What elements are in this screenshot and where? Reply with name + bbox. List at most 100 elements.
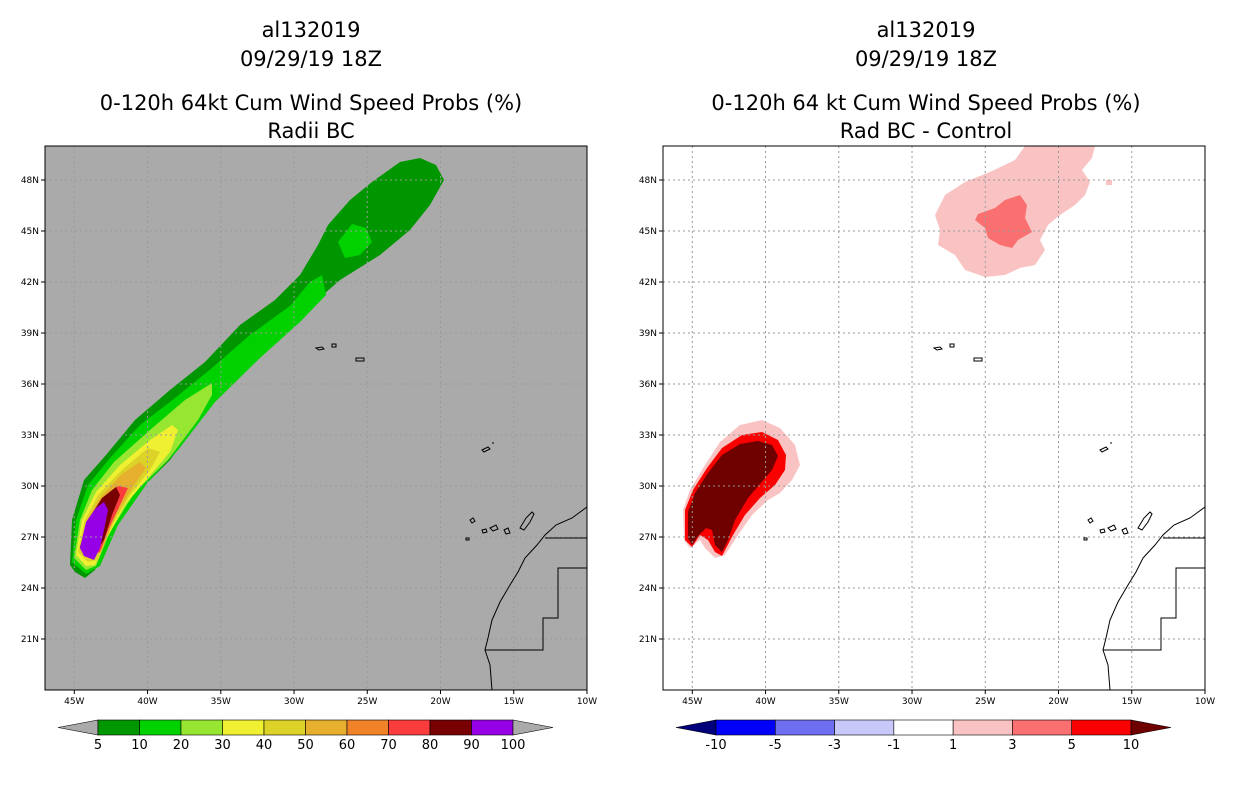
right-canary-4 (1121, 527, 1129, 535)
left-map-frame (44, 145, 588, 691)
left-colorbar-swatch (305, 719, 348, 736)
right-x-tick-label: 40W (755, 697, 775, 707)
right-colorbar-swatch (1071, 719, 1132, 736)
left-colorbar-label: 30 (214, 738, 231, 753)
right-south-dark-red (688, 441, 778, 552)
left-madeira (481, 442, 494, 453)
left-y-tick-label: 36N (21, 380, 39, 390)
right-difference-contours (683, 146, 1112, 558)
left-canary-2 (481, 528, 488, 534)
right-canary-3 (1107, 524, 1117, 532)
left-x-tick-label: 40W (137, 697, 157, 707)
right-canary-6 (1083, 537, 1088, 541)
right-colorbar-label: -10 (705, 738, 726, 753)
left-colorbar-label: 70 (380, 738, 397, 753)
right-colorbar-label: -3 (828, 738, 841, 753)
left-y-tick-label: 21N (21, 635, 39, 645)
right-canary-5 (1137, 511, 1153, 531)
left-colorbar-label: 50 (297, 738, 314, 753)
right-title-product: 0-120h 64 kt Cum Wind Speed Probs (%) (711, 91, 1140, 115)
left-colorbar-swatch (139, 719, 182, 736)
left-africa-coast (484, 506, 587, 690)
right-colorbar-label: 3 (1008, 738, 1016, 753)
right-y-tick-label: 27N (639, 533, 657, 543)
right-azores-3 (973, 357, 983, 362)
right-panel: al132019 09/29/19 18Z 0-120h 64 kt Cum W… (639, 18, 1215, 753)
left-azores-3 (355, 357, 365, 362)
left-title-storm: al132019 (262, 18, 361, 42)
left-colorbar-label: 100 (501, 738, 526, 753)
right-colorbar-label: 1 (949, 738, 957, 753)
right-map-background (663, 146, 1205, 690)
right-colorbar-label: 10 (1123, 738, 1140, 753)
right-azores-1 (932, 346, 944, 351)
right-colorbar-low-triangle (675, 719, 717, 736)
right-gridlines (663, 146, 1205, 690)
left-colorbar-swatch (222, 719, 265, 736)
left-canary-1 (469, 517, 476, 524)
left-canary-5 (519, 511, 535, 531)
right-colorbar-label: 5 (1068, 738, 1076, 753)
left-map-background (45, 146, 587, 690)
left-title-date: 09/29/19 18Z (240, 47, 382, 71)
left-canary-6 (465, 537, 470, 541)
left-colorbar-swatch (263, 719, 306, 736)
right-colorbar-label: -5 (769, 738, 782, 753)
right-y-tick-label: 45N (639, 227, 657, 237)
left-colorbar-swatch (180, 719, 223, 736)
left-colorbar-label: 80 (422, 738, 439, 753)
right-title-date: 09/29/19 18Z (855, 47, 997, 71)
right-title-storm: al132019 (877, 18, 976, 42)
left-colorbar-label: 5 (94, 738, 102, 753)
right-x-tick-label: 45W (682, 697, 702, 707)
left-y-tick-label: 48N (21, 176, 39, 186)
right-y-tick-label: 30N (639, 482, 657, 492)
left-canary-4 (503, 527, 511, 535)
left-colorbar-swatch (97, 719, 140, 736)
right-north-light-pink-dot (1106, 180, 1112, 185)
left-colorbar-swatch (471, 719, 514, 736)
right-colorbar-swatch (715, 719, 776, 736)
left-border-line (485, 567, 587, 651)
left-y-tick-label: 33N (21, 431, 39, 441)
left-colorbar-low-triangle (57, 719, 99, 736)
left-y-tick-label: 39N (21, 329, 39, 339)
right-colorbar-swatch (893, 719, 954, 736)
right-y-tick-label: 21N (639, 635, 657, 645)
right-y-tick-label: 48N (639, 176, 657, 186)
left-title-subtitle: Radii BC (267, 119, 354, 143)
left-probability-contours (70, 158, 444, 578)
left-x-tick-label: 15W (504, 697, 524, 707)
left-x-tick-label: 10W (577, 697, 597, 707)
right-x-tick-label: 20W (1048, 697, 1068, 707)
left-title-product: 0-120h 64kt Cum Wind Speed Probs (%) (100, 91, 522, 115)
right-north-mid-pink (975, 195, 1032, 248)
left-y-tick-label: 24N (21, 584, 39, 594)
right-canary-1 (1087, 517, 1094, 524)
right-colorbar-swatch (774, 719, 835, 736)
right-colorbar-swatch (1012, 719, 1073, 736)
right-azores-2 (949, 343, 955, 348)
right-titles: al132019 09/29/19 18Z 0-120h 64 kt Cum W… (711, 18, 1140, 143)
left-panel: al132019 09/29/19 18Z 0-120h 64kt Cum Wi… (21, 18, 597, 753)
right-x-tick-label: 10W (1195, 697, 1215, 707)
left-x-tick-label: 25W (357, 697, 377, 707)
left-y-tick-label: 45N (21, 227, 39, 237)
left-x-tick-label: 20W (430, 697, 450, 707)
left-canary-3 (489, 524, 499, 532)
right-title-subtitle: Rad BC - Control (840, 119, 1013, 143)
right-colorbar-high-triangle (1130, 719, 1172, 736)
left-y-tick-label: 42N (21, 278, 39, 288)
right-map-frame (662, 145, 1206, 691)
left-colorbar-label: 90 (463, 738, 480, 753)
left-x-tick-label: 35W (211, 697, 231, 707)
right-y-tick-label: 39N (639, 329, 657, 339)
left-band-10 (72, 275, 326, 574)
left-y-tick-label: 30N (21, 482, 39, 492)
right-colorbar-swatch (952, 719, 1013, 736)
left-colorbar-high-triangle (512, 719, 554, 736)
right-y-tick-label: 24N (639, 584, 657, 594)
left-x-tick-label: 30W (284, 697, 304, 707)
left-titles: al132019 09/29/19 18Z 0-120h 64kt Cum Wi… (100, 18, 522, 143)
